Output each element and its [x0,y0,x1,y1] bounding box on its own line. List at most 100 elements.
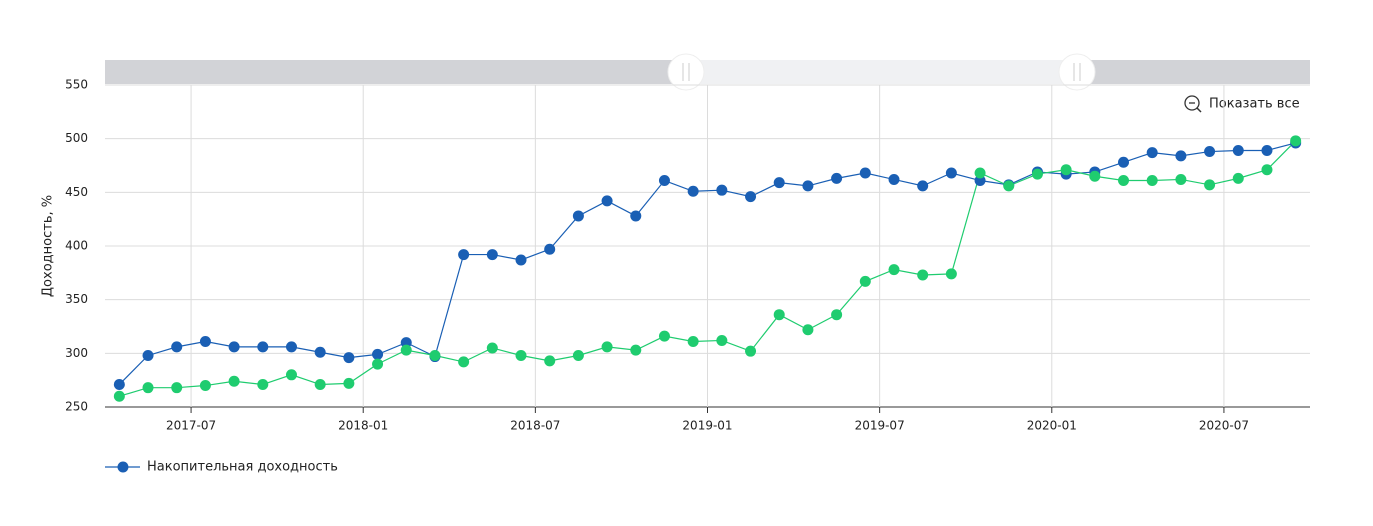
y-tick-label: 450 [65,185,88,199]
data-point [1031,168,1043,180]
data-point [945,167,957,179]
data-point [199,336,211,348]
data-point [199,380,211,392]
legend-item[interactable]: Накопительная доходность [105,460,338,475]
y-tick-label: 500 [65,131,88,145]
data-point [257,378,269,390]
x-tick-label: 2018-01 [338,419,388,433]
data-point [859,167,871,179]
data-point [314,346,326,358]
data-point [716,334,728,346]
data-point [1118,156,1130,168]
data-point [113,390,125,402]
data-point [171,382,183,394]
data-point [745,191,757,203]
x-tick-label: 2017-07 [166,419,216,433]
data-point [974,175,986,187]
zoom-icon [1184,95,1200,111]
reset-zoom[interactable]: Показать все [1184,95,1300,113]
x-tick-label: 2020-07 [1199,419,1249,433]
data-point [859,275,871,287]
data-point [974,167,986,179]
data-point [802,180,814,192]
legend-label: Накопительная доходность [147,460,338,475]
data-point [831,172,843,184]
data-point [1232,172,1244,184]
data-point [142,382,154,394]
data-point [687,336,699,348]
data-point [1261,144,1273,156]
data-point [372,358,384,370]
data-point [486,249,498,261]
data-point [228,375,240,387]
data-point [486,342,498,354]
zoom-icon [1196,107,1202,113]
data-point [314,378,326,390]
data-point [400,337,412,349]
y-axis-label: Доходность, % [41,195,56,297]
data-point [285,341,297,353]
data-point [945,268,957,280]
data-point [343,377,355,389]
legend-marker [117,461,129,473]
x-tick-label: 2019-07 [855,419,905,433]
data-point [372,348,384,360]
data-point [572,210,584,222]
data-point [1089,170,1101,182]
data-point [888,264,900,276]
data-point [630,210,642,222]
data-point [400,344,412,356]
data-point [745,345,757,357]
data-point [458,249,470,261]
data-point [630,344,642,356]
data-point [515,254,527,266]
data-point [515,349,527,361]
y-tick-label: 400 [65,239,88,253]
data-point [142,349,154,361]
data-point [544,355,556,367]
data-point [1261,164,1273,176]
data-point [831,309,843,321]
data-point [601,341,613,353]
reset-button-label[interactable]: Показать все [1209,97,1300,112]
data-point [1290,135,1302,147]
data-point [113,378,125,390]
navigator-handle[interactable] [667,53,705,91]
data-point [1146,147,1158,159]
data-point [171,341,183,353]
data-point [257,341,269,353]
data-point [1003,180,1015,192]
data-point [716,184,728,196]
x-tick-label: 2019-01 [682,419,732,433]
data-point [773,309,785,321]
data-point [687,185,699,197]
data-point [572,349,584,361]
data-point [658,330,670,342]
data-point [1060,164,1072,176]
data-point [343,352,355,364]
x-tick-label: 2020-01 [1027,419,1077,433]
data-point [1175,150,1187,162]
data-point [544,243,556,255]
data-point [601,195,613,207]
data-point [1232,144,1244,156]
data-point [1118,175,1130,187]
y-tick-label: 300 [65,346,88,360]
navigator-handle[interactable] [1058,53,1096,91]
navigator-selection [686,60,1077,84]
y-tick-label: 350 [65,292,88,306]
data-point [228,341,240,353]
data-point [917,180,929,192]
data-point [888,173,900,185]
x-tick-label: 2018-07 [510,419,560,433]
y-tick-label: 550 [65,78,88,92]
data-point [429,349,441,361]
data-point [458,356,470,368]
data-point [917,269,929,281]
data-point [285,369,297,381]
data-point [1146,175,1158,187]
data-point [1175,173,1187,185]
data-point [1204,146,1216,158]
data-point [1204,179,1216,191]
